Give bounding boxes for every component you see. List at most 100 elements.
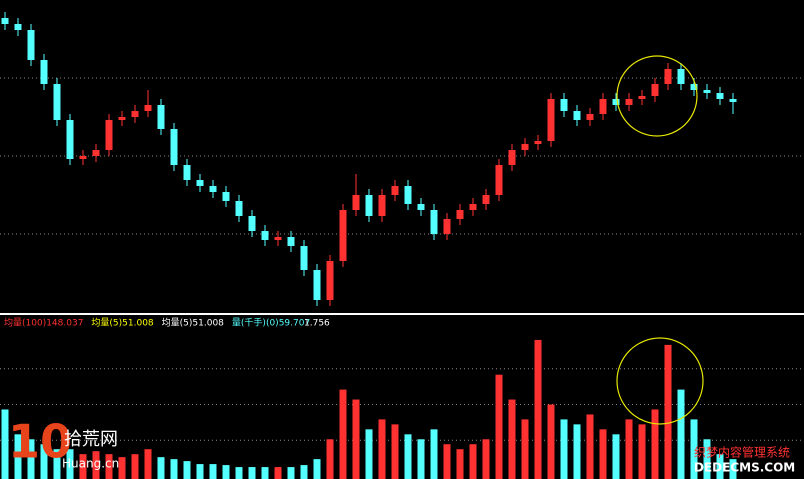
candle-body <box>313 270 321 300</box>
volume-bar <box>66 449 74 479</box>
candle-body <box>1 18 9 24</box>
volume-bar <box>339 389 347 479</box>
volume-bar <box>105 454 113 479</box>
candle-body <box>196 180 204 186</box>
candle-body <box>326 261 334 300</box>
candle-body <box>131 111 139 117</box>
volume-bar <box>677 389 685 479</box>
candle-body <box>573 111 581 120</box>
candle-body <box>469 204 477 210</box>
volume-bar <box>40 444 48 479</box>
volume-bar <box>443 444 451 479</box>
volume-bar <box>248 467 256 479</box>
watermark: DEDECMS.COM <box>694 461 795 475</box>
volume-bar <box>53 449 61 479</box>
volume-bar <box>547 404 555 479</box>
candle-body <box>66 120 74 159</box>
candle-body <box>14 24 22 30</box>
watermark: Huang.cn <box>62 457 119 471</box>
candle-body <box>235 201 243 216</box>
volume-bar <box>560 419 568 479</box>
volume-bar <box>651 409 659 479</box>
watermark: 织梦内容管理系统 <box>694 445 790 460</box>
volume-bar <box>430 429 438 479</box>
candle-body <box>534 141 542 144</box>
legend-label: 均量(5)51.008 <box>162 317 225 329</box>
volume-bar <box>118 457 126 479</box>
volume-bar <box>352 399 360 479</box>
volume-bar <box>612 434 620 479</box>
volume-bar <box>300 465 308 479</box>
candle-body <box>144 105 152 111</box>
watermark: 10 <box>8 415 72 469</box>
volume-bar <box>391 424 399 479</box>
volume-bar <box>664 344 672 479</box>
volume-bar <box>183 461 191 479</box>
volume-bar <box>196 464 204 479</box>
volume-bar <box>573 424 581 479</box>
volume-bar <box>508 399 516 479</box>
candle-body <box>300 246 308 270</box>
candle-body <box>248 216 256 231</box>
candle-body <box>664 69 672 84</box>
candle-body <box>430 210 438 234</box>
candle-body <box>729 99 737 102</box>
candle-body <box>495 165 503 195</box>
candle-body <box>352 195 360 210</box>
candle-body <box>79 156 87 159</box>
volume-bar <box>287 467 295 479</box>
candle-body <box>417 204 425 210</box>
candle-body <box>53 84 61 120</box>
volume-bar <box>170 459 178 479</box>
volume-bar <box>482 439 490 479</box>
candle-body <box>365 195 373 216</box>
candle-body <box>456 210 464 219</box>
volume-bar <box>313 459 321 479</box>
legend-label: 1.756 <box>304 319 330 329</box>
volume-bar <box>417 439 425 479</box>
highlight-circle <box>616 55 698 137</box>
candle-body <box>716 93 724 99</box>
volume-bar <box>469 444 477 479</box>
candle-body <box>40 60 48 84</box>
candle-body <box>404 186 412 204</box>
candle-body <box>690 84 698 90</box>
volume-bar <box>534 339 542 479</box>
candle-body <box>27 30 35 60</box>
volume-bar <box>79 454 87 479</box>
candle-body <box>339 210 347 261</box>
candle-body <box>287 237 295 246</box>
volume-bar <box>586 414 594 479</box>
candle-body <box>92 150 100 156</box>
candle-body <box>599 99 607 114</box>
candle-body <box>521 144 529 150</box>
candle-body <box>508 150 516 165</box>
volume-bar <box>599 429 607 479</box>
volume-bar <box>638 424 646 479</box>
candle-body <box>547 99 555 141</box>
volume-bar <box>326 439 334 479</box>
candle-body <box>443 219 451 234</box>
candle-body <box>638 96 646 99</box>
candle-body <box>261 231 269 240</box>
volume-bar <box>495 374 503 479</box>
volume-bar <box>222 465 230 479</box>
volume-bar <box>27 439 35 479</box>
candle-body <box>482 195 490 204</box>
candle-body <box>703 90 711 93</box>
candle-body <box>586 114 594 120</box>
volume-bar <box>456 449 464 479</box>
legend-label: 均量(5)51.008 <box>91 317 154 329</box>
volume-bar <box>157 457 165 479</box>
candle-body <box>118 117 126 120</box>
candle-body <box>170 129 178 165</box>
volume-bar <box>235 467 243 479</box>
legend-label: 量(千手)(0)59.707 <box>232 317 310 329</box>
candle-body <box>183 165 191 180</box>
watermark: 拾荒网 <box>64 429 118 450</box>
candle-body <box>612 99 620 105</box>
candle-body <box>157 105 165 129</box>
volume-bar <box>131 454 139 479</box>
candle-body <box>651 84 659 96</box>
candle-body <box>222 192 230 201</box>
